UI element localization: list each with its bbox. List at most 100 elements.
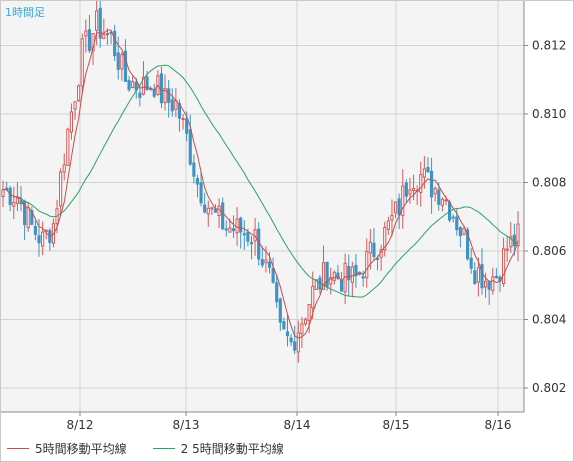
candle-body	[228, 227, 232, 233]
legend-item-ma25: 2 5時間移動平均線	[152, 440, 284, 457]
candle-body	[66, 128, 70, 166]
candle-body	[433, 187, 437, 195]
candle-body	[505, 248, 509, 251]
candle-body	[332, 271, 336, 281]
candle-body	[401, 185, 405, 217]
candle-body	[235, 218, 239, 234]
candle-body	[451, 216, 455, 219]
candle-body	[491, 276, 495, 291]
candle-body	[246, 231, 250, 242]
y-tick-label: 0.804	[532, 313, 566, 327]
candle-body	[203, 204, 207, 213]
candle-body	[73, 101, 77, 110]
candle-body	[249, 242, 254, 245]
candle-body	[113, 30, 117, 57]
legend-label-ma5: 5時間移動平均線	[35, 442, 127, 456]
candle-body	[127, 80, 131, 91]
candle-body	[30, 210, 34, 225]
candle-body	[87, 29, 92, 51]
candle-body	[469, 257, 473, 269]
candle-body	[181, 118, 185, 121]
candle-body	[231, 228, 236, 232]
candle-body	[509, 236, 513, 248]
candle-body	[404, 182, 408, 197]
candle-body	[239, 217, 243, 233]
candle-body	[440, 199, 444, 206]
y-tick-label: 0.810	[532, 107, 566, 121]
timeframe-label: 1時間足	[5, 6, 45, 19]
candle-body	[195, 178, 200, 185]
candle-body	[476, 267, 480, 283]
candle-body	[275, 282, 279, 303]
x-tick-label: 8/16	[485, 418, 512, 432]
candle-body	[257, 228, 261, 260]
candle-body	[267, 261, 272, 268]
candle-body	[41, 231, 45, 247]
candle-body	[1, 189, 5, 198]
candle-body	[26, 207, 30, 228]
candle-body	[321, 262, 326, 290]
plot-area	[1, 1, 524, 412]
candle-body	[271, 267, 275, 283]
candle-body	[278, 298, 282, 323]
candle-body	[95, 10, 99, 31]
candle-body	[188, 129, 192, 165]
candle-body	[484, 280, 488, 288]
candle-body	[390, 214, 394, 221]
candle-body	[260, 259, 264, 266]
candle-body	[383, 227, 387, 251]
x-tick-label: 8/13	[173, 418, 200, 432]
candle-body	[393, 201, 398, 214]
candle-body	[303, 318, 308, 325]
candle-body	[437, 189, 441, 205]
candle-body	[285, 331, 290, 337]
candle-body	[170, 99, 174, 112]
candle-body	[138, 92, 142, 98]
candle-body	[102, 33, 106, 40]
candle-body	[37, 235, 41, 244]
candle-body	[455, 216, 459, 231]
candle-body	[192, 162, 196, 177]
candle-body	[159, 73, 164, 104]
candle-body	[62, 164, 66, 173]
candle-body	[59, 171, 63, 207]
candle-body	[80, 38, 84, 87]
candle-body	[397, 198, 401, 216]
candle-body	[217, 205, 221, 217]
legend-item-ma5: 5時間移動平均線	[7, 440, 127, 457]
candle-body	[487, 282, 491, 290]
legend: 5時間移動平均線 2 5時間移動平均線	[7, 440, 284, 457]
candle-body	[224, 228, 228, 231]
candle-body	[152, 88, 156, 97]
candle-body	[372, 242, 376, 258]
candle-body	[307, 304, 311, 321]
candle-body	[264, 259, 268, 264]
y-tick-label: 0.802	[532, 381, 566, 395]
candle-body	[462, 227, 466, 235]
candle-body	[458, 227, 462, 237]
candle-body	[120, 54, 124, 70]
candle-body	[386, 220, 390, 230]
candle-body	[361, 276, 365, 279]
candle-body	[347, 266, 351, 281]
y-tick-label: 0.806	[532, 244, 566, 258]
candle-body	[8, 187, 12, 206]
candle-body	[444, 199, 448, 202]
candle-body	[33, 225, 37, 235]
candle-body	[296, 332, 300, 353]
candle-body	[314, 279, 318, 290]
candle-body	[494, 275, 498, 279]
candle-body	[480, 264, 484, 289]
ma5-line	[2, 29, 519, 339]
candle-body	[429, 170, 434, 198]
candle-body	[213, 208, 218, 213]
candle-body	[12, 201, 16, 207]
candle-body	[375, 257, 380, 260]
candle-body	[282, 321, 286, 330]
candle-body	[426, 166, 430, 173]
candle-body	[123, 50, 128, 82]
candle-body	[516, 223, 520, 247]
candle-body	[163, 87, 167, 104]
